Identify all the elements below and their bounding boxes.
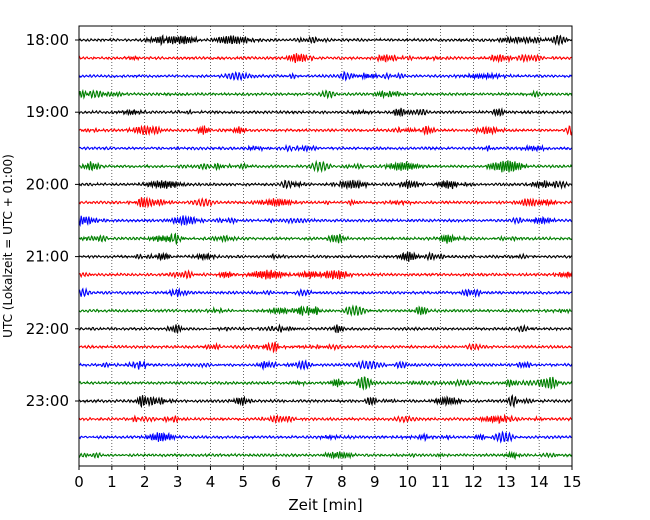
x-tick-label: 6 (271, 473, 281, 491)
trace-line (78, 323, 573, 335)
trace-line (78, 70, 573, 82)
trace-line (78, 376, 573, 391)
x-tick-label: 4 (206, 473, 216, 491)
y-axis-label: UTC (Lokalzeit = UTC + 01:00) (1, 154, 15, 338)
trace-line (78, 359, 573, 371)
x-tick-label: 14 (530, 473, 549, 491)
x-axis: 0 1 2 3 4 5 6 7 8 9 10 11 12 13 14 15 (74, 466, 582, 491)
vertical-grid (111, 26, 540, 466)
trace-line (78, 269, 573, 281)
trace-line (78, 53, 573, 64)
y-axis: 18:00 19:00 20:00 21:00 22:00 23:00 (26, 31, 79, 410)
x-tick-label: 10 (398, 473, 417, 491)
x-tick-label: 0 (74, 473, 84, 491)
trace-line (78, 341, 573, 354)
trace-line (78, 159, 573, 174)
trace-line (78, 304, 573, 317)
y-tick-label: 19:00 (26, 103, 69, 121)
x-tick-label: 15 (562, 473, 581, 491)
y-tick-label: 20:00 (26, 175, 69, 193)
trace-group (78, 34, 573, 461)
trace-line (78, 178, 573, 191)
y-tick-label: 21:00 (26, 248, 69, 266)
x-tick-label: 5 (239, 473, 249, 491)
x-axis-label: Zeit [min] (288, 496, 362, 514)
x-tick-label: 8 (337, 473, 347, 491)
trace-line (78, 430, 573, 444)
trace-line (78, 124, 573, 137)
trace-line (78, 196, 573, 209)
x-tick-label: 13 (497, 473, 516, 491)
trace-line (78, 232, 573, 245)
trace-line (78, 34, 573, 47)
trace-line (78, 214, 572, 228)
trace-line (78, 413, 573, 425)
trace-line (78, 450, 573, 461)
x-tick-label: 1 (107, 473, 117, 491)
x-tick-label: 12 (464, 473, 483, 491)
x-tick-label: 3 (173, 473, 183, 491)
trace-line (78, 107, 573, 118)
y-tick-label: 22:00 (26, 320, 69, 338)
x-tick-label: 9 (370, 473, 380, 491)
x-tick-label: 11 (431, 473, 450, 491)
trace-line (78, 143, 573, 153)
trace-line (78, 251, 573, 262)
plot-frame (78, 25, 573, 467)
trace-line (78, 88, 573, 100)
x-tick-label: 2 (140, 473, 150, 491)
x-tick-label: 7 (304, 473, 314, 491)
trace-line (78, 286, 573, 299)
trace-line (78, 394, 573, 409)
y-tick-label: 18:00 (26, 31, 69, 49)
y-tick-label: 23:00 (26, 392, 69, 410)
